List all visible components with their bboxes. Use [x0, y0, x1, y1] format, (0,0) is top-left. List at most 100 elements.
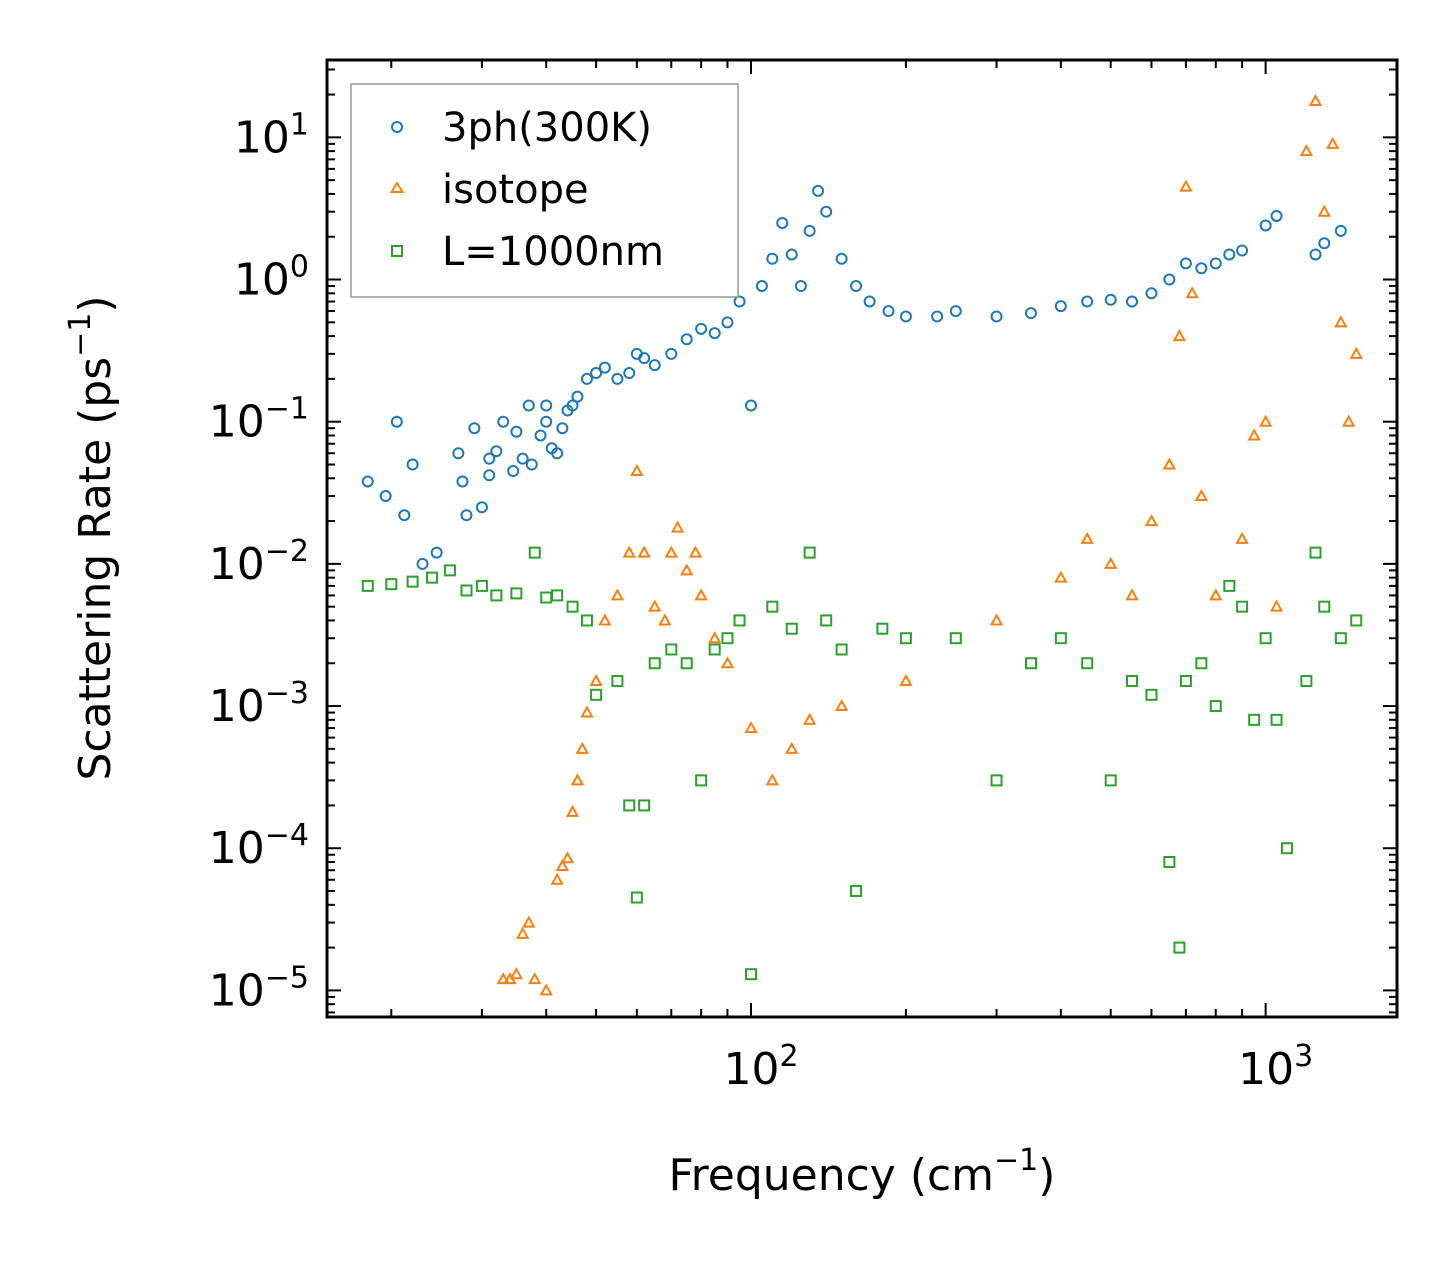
- data-point-isotope: [720, 656, 735, 669]
- data-point-3ph-300k: [522, 399, 535, 412]
- tick-labels-layer: 102 103 101 100 10−1 10−2 10−3 10−4 10−5: [209, 107, 1313, 1095]
- data-point-3ph-300k: [648, 359, 661, 372]
- data-point-l-1000nm: [708, 643, 721, 656]
- data-point-3ph-300k: [1223, 248, 1236, 261]
- y-tick-label: 10−4: [209, 818, 309, 874]
- data-point-isotope: [1125, 588, 1139, 601]
- data-point-isotope: [1341, 414, 1356, 427]
- data-point-isotope: [664, 545, 678, 558]
- data-point-l-1000nm: [1209, 700, 1222, 713]
- data-point-3ph-300k: [812, 184, 825, 197]
- data-point-3ph-300k: [882, 305, 895, 318]
- data-point-isotope: [637, 545, 651, 558]
- data-point-3ph-300k: [1104, 293, 1117, 306]
- data-point-3ph-300k: [551, 447, 564, 460]
- series-isotope: [496, 94, 1363, 996]
- data-point-3ph-300k: [490, 445, 503, 458]
- data-point-isotope: [565, 804, 580, 817]
- data-point-3ph-300k: [721, 316, 734, 329]
- data-point-isotope: [802, 712, 817, 725]
- data-point-3ph-300k: [571, 390, 584, 403]
- data-point-3ph-300k: [776, 216, 789, 229]
- data-point-l-1000nm: [785, 622, 798, 635]
- data-point-isotope: [1247, 428, 1261, 441]
- data-point-l-1000nm: [638, 799, 651, 812]
- legend-marker-3ph: [391, 121, 403, 133]
- data-point-3ph-300k: [598, 361, 611, 374]
- data-point-3ph-300k: [1270, 209, 1283, 222]
- data-point-isotope: [1334, 315, 1348, 328]
- data-point-3ph-300k: [803, 224, 816, 237]
- data-point-3ph-300k: [1318, 237, 1331, 250]
- data-point-3ph-300k: [835, 252, 848, 265]
- data-point-isotope: [1209, 588, 1223, 601]
- data-point-isotope: [648, 599, 662, 612]
- data-point-isotope: [575, 741, 589, 754]
- data-point-l-1000nm: [1248, 713, 1261, 726]
- data-point-l-1000nm: [850, 885, 863, 898]
- data-point-3ph-300k: [1081, 295, 1094, 308]
- data-point-isotope: [989, 613, 1004, 626]
- data-point-isotope: [598, 613, 612, 626]
- data-point-isotope: [622, 545, 636, 558]
- data-point-3ph-300k: [1209, 257, 1222, 270]
- data-point-l-1000nm: [361, 579, 374, 592]
- data-point-isotope: [1258, 414, 1273, 427]
- data-point-3ph-300k: [516, 452, 529, 465]
- data-point-l-1000nm: [1270, 713, 1283, 726]
- y-tick-label: 101: [234, 107, 309, 163]
- data-point-l-1000nm: [623, 799, 636, 812]
- data-point-l-1000nm: [803, 546, 816, 559]
- data-point-l-1000nm: [475, 579, 488, 592]
- data-point-3ph-300k: [766, 252, 779, 265]
- data-point-l-1000nm: [745, 968, 758, 981]
- data-point-3ph-300k: [452, 447, 465, 460]
- data-point-isotope: [1235, 531, 1249, 544]
- data-point-l-1000nm: [899, 632, 912, 645]
- data-point-3ph-300k: [1259, 219, 1272, 232]
- data-point-l-1000nm: [990, 774, 1003, 787]
- y-tick-label: 10−5: [209, 960, 309, 1016]
- data-point-3ph-300k: [863, 295, 876, 308]
- data-point-l-1000nm: [1126, 675, 1139, 688]
- data-points-layer: [361, 94, 1363, 996]
- data-point-isotope: [610, 588, 625, 601]
- data-point-isotope: [1172, 329, 1187, 342]
- data-point-3ph-300k: [1145, 287, 1158, 300]
- data-point-3ph-300k: [1126, 295, 1139, 308]
- y-axis-title-exponent: −1: [63, 313, 98, 357]
- data-point-3ph-300k: [1179, 257, 1192, 270]
- data-point-l-1000nm: [1179, 675, 1192, 688]
- series-l-1000nm: [361, 546, 1363, 981]
- y-tick-label: 10−3: [209, 676, 309, 732]
- data-point-3ph-300k: [590, 367, 603, 380]
- x-tick-label: 102: [723, 1039, 798, 1095]
- data-point-isotope: [1269, 599, 1284, 612]
- x-axis-title-exponent: −1: [994, 1143, 1038, 1178]
- data-point-3ph-300k: [931, 310, 944, 323]
- data-point-isotope: [1162, 457, 1177, 470]
- y-axis-title-text: Scattering Rate (ps: [70, 357, 121, 781]
- y-tick-label: 10−2: [209, 534, 309, 590]
- data-point-l-1000nm: [1280, 842, 1293, 855]
- data-point-3ph-300k: [510, 425, 523, 438]
- data-point-l-1000nm: [443, 564, 456, 577]
- y-tick-label: 10−1: [209, 392, 309, 448]
- data-point-l-1000nm: [1195, 657, 1208, 670]
- data-point-l-1000nm: [1145, 688, 1158, 701]
- data-point-3ph-300k: [745, 399, 758, 412]
- data-point-3ph-300k: [390, 415, 403, 428]
- data-point-3ph-300k: [949, 305, 962, 318]
- data-point-l-1000nm: [1081, 657, 1094, 670]
- data-point-3ph-300k: [733, 295, 746, 308]
- data-point-isotope: [785, 741, 799, 754]
- data-point-isotope: [560, 851, 575, 864]
- data-point-3ph-300k: [468, 422, 481, 435]
- data-point-3ph-300k: [820, 205, 833, 218]
- data-point-l-1000nm: [1024, 657, 1037, 670]
- data-point-l-1000nm: [490, 589, 503, 602]
- data-point-l-1000nm: [1236, 600, 1249, 613]
- data-point-3ph-300k: [379, 490, 392, 503]
- x-axis-title: Frequency (cm−1): [669, 1143, 1056, 1201]
- data-point-3ph-300k: [755, 280, 768, 293]
